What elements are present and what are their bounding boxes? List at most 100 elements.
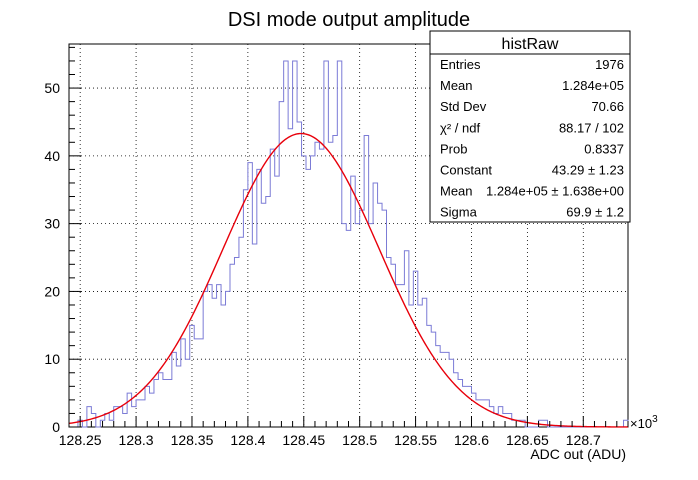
stats-row-value: 1976	[595, 57, 624, 72]
histogram-bin	[382, 210, 386, 427]
stats-box-frame	[429, 30, 631, 223]
x-tick-label: 128.55	[394, 432, 437, 448]
stats-row-label: Mean	[440, 184, 473, 199]
histogram-bin	[172, 352, 176, 427]
histogram-bin	[351, 176, 355, 427]
histogram-bin	[185, 359, 189, 427]
axes: 128.25 128.3 128.35 128.4 128.45 128.5 128.55 1…	[44, 46, 629, 448]
histogram-bin	[252, 244, 256, 427]
histogram-bin	[194, 339, 198, 427]
histogram-bin	[624, 420, 628, 427]
histogram-bin	[413, 271, 417, 427]
histogram-bin	[512, 420, 516, 427]
histogram-bin	[310, 156, 314, 427]
histogram-bin	[257, 169, 261, 427]
histogram-bin	[167, 380, 171, 427]
histogram-bin	[427, 325, 431, 427]
chart-title: DSI mode output amplitude	[228, 9, 470, 31]
histogram-bin	[297, 122, 301, 427]
histogram-bin	[391, 264, 395, 427]
histogram-bin	[181, 339, 185, 427]
histogram-bin	[109, 420, 113, 427]
histogram-bin	[105, 413, 109, 427]
x-tick-label: 128.3	[119, 432, 154, 448]
histogram-bin	[315, 142, 319, 427]
x-tick-label: 128.25	[59, 432, 102, 448]
stats-row-label: Sigma	[440, 205, 478, 220]
histogram-series	[69, 60, 629, 428]
histogram-bin	[355, 224, 359, 427]
y-tick-label: 40	[44, 148, 60, 164]
histogram-outline	[69, 60, 629, 428]
histogram-bin	[489, 407, 493, 427]
stats-box-title: histRaw	[502, 36, 559, 53]
y-tick-label: 10	[44, 351, 60, 367]
histogram-bin	[409, 305, 413, 427]
x-multiplier-base: ×10	[630, 416, 652, 431]
histogram-bin	[458, 380, 462, 427]
stats-row-value: 43.29 ± 1.23	[552, 163, 624, 178]
x-axis-multiplier: ×103	[630, 414, 658, 431]
stats-row-label: χ² / ndf	[440, 120, 480, 135]
histogram-bin	[118, 407, 122, 427]
stats-row-value: 1.284e+05 ± 1.638e+00	[486, 184, 624, 199]
histogram-bin	[387, 258, 391, 427]
x-tick-label: 128.5	[342, 432, 377, 448]
histogram-bin	[87, 407, 91, 427]
histogram-bin	[176, 366, 180, 427]
histogram-bin	[342, 224, 346, 427]
histogram-bin	[333, 136, 337, 427]
histogram-bin	[449, 359, 453, 427]
histogram-bin	[154, 380, 158, 427]
histogram-bin	[395, 285, 399, 427]
stats-row-value: 69.9 ± 1.2	[566, 205, 624, 220]
histogram-bin	[373, 183, 377, 427]
histogram-bin	[91, 413, 95, 427]
histogram-bin	[279, 102, 283, 427]
histogram-bin	[467, 386, 471, 427]
stats-row-label: Mean	[440, 78, 473, 93]
histogram-bin	[270, 149, 274, 427]
histogram-bin	[132, 407, 136, 427]
stats-row-label: Constant	[440, 163, 492, 178]
histogram-bin	[248, 163, 252, 427]
histogram-bin	[208, 285, 212, 427]
x-multiplier-exponent: 3	[652, 414, 658, 425]
histogram-bin	[319, 149, 323, 427]
histogram-bin	[230, 264, 234, 427]
histogram-bin	[364, 136, 368, 427]
histogram-bin	[243, 190, 247, 427]
histogram-bin	[158, 373, 162, 427]
histogram-bin	[239, 237, 243, 427]
histogram-bin	[306, 169, 310, 427]
x-tick-label: 128.7	[566, 432, 601, 448]
histogram-bin	[145, 386, 149, 427]
histogram-bin	[471, 393, 475, 427]
histogram-bin	[221, 305, 225, 427]
histogram-bin	[418, 305, 422, 427]
y-tick-label: 50	[44, 80, 60, 96]
histogram-bin	[261, 203, 265, 427]
stats-row-value: 0.8337	[584, 141, 624, 156]
y-tick-label: 0	[52, 419, 60, 435]
histogram-bin	[431, 332, 435, 427]
histogram-bin	[141, 400, 145, 427]
histogram-bin	[234, 258, 238, 427]
x-tick-label: 128.6	[454, 432, 489, 448]
x-tick-label: 128.35	[171, 432, 214, 448]
histogram-bin	[436, 346, 440, 427]
histogram-bin	[485, 400, 489, 427]
histogram-bin	[217, 285, 221, 427]
svg-text:×103: ×103	[630, 414, 658, 431]
stats-row-value: 88.17 / 102	[559, 120, 624, 135]
y-tick-label: 20	[44, 283, 60, 299]
stats-row-value: 1.284e+05	[562, 78, 624, 93]
histogram-bin	[275, 176, 279, 427]
histogram-bin	[422, 298, 426, 427]
y-tick-label: 30	[44, 216, 60, 232]
histogram-bin	[288, 129, 292, 427]
stats-row-label: Entries	[440, 57, 481, 72]
fit-curve	[68, 132, 628, 428]
histogram-bin	[440, 352, 444, 427]
histogram-bin	[494, 413, 498, 427]
